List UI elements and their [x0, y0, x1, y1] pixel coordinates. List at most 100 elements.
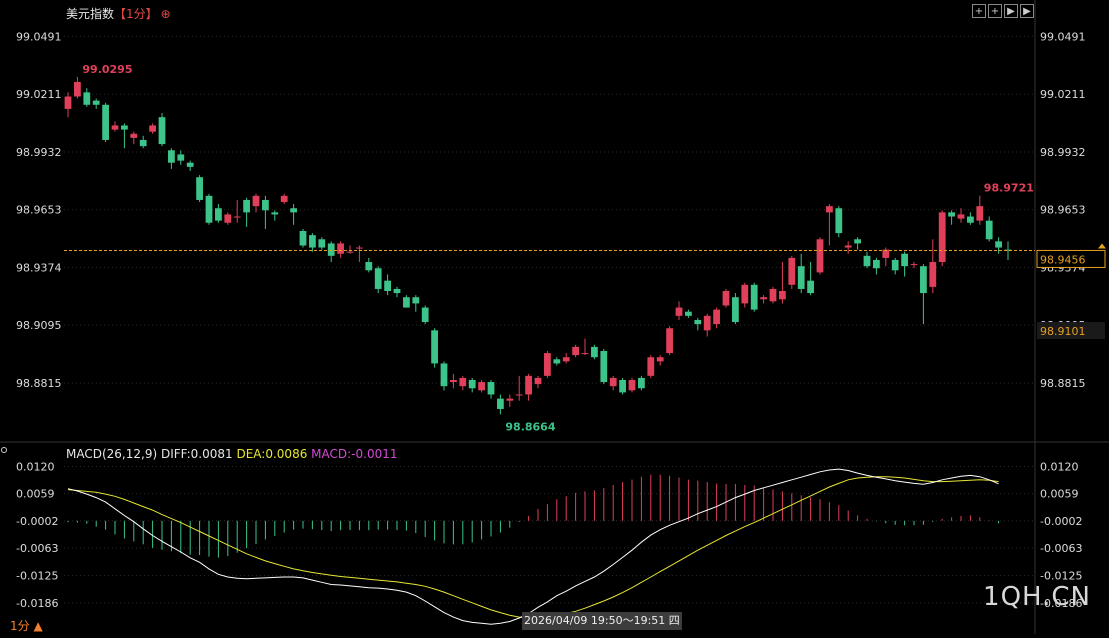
candle-body — [177, 154, 185, 161]
candle-body — [487, 382, 495, 395]
candle-body — [544, 353, 551, 376]
candle-body — [252, 195, 260, 207]
macd-title: MACD(26,12,9) — [66, 447, 158, 461]
candle-body — [111, 125, 119, 130]
price-tick-right-3: 98.9653 — [1040, 204, 1086, 217]
settings-dot-icon[interactable] — [1, 447, 7, 453]
candle-body — [440, 363, 448, 387]
candle-body — [1004, 249, 1012, 251]
candle-body — [863, 255, 871, 267]
macd-tick-right-3: -0.0063 — [1040, 542, 1082, 555]
candle-body — [891, 259, 899, 271]
next-tool-icon[interactable]: ▶ — [1020, 4, 1034, 18]
candle-body — [628, 379, 636, 391]
candle-body — [233, 216, 241, 218]
zoom-tool-icon[interactable]: + — [988, 4, 1002, 18]
candle-body — [515, 394, 523, 396]
watermark: 1QH.CN — [983, 582, 1091, 612]
price-tick-right-6: 98.8815 — [1040, 377, 1086, 390]
toolbar: + + ▶ ▶ — [972, 4, 1034, 18]
play-tool-icon[interactable]: ▶ — [1004, 4, 1018, 18]
candle-body — [393, 288, 401, 294]
candle-body — [168, 150, 175, 163]
price-tick-left-4: 98.9374 — [16, 261, 62, 274]
instrument-title: 美元指数 — [66, 7, 115, 21]
candle-body — [196, 177, 203, 200]
candle-body — [450, 379, 457, 383]
price-tick-right-0: 99.0491 — [1040, 30, 1086, 43]
candle-body — [703, 315, 711, 331]
chart-header: 美元指数【1分】 ⊕ — [66, 5, 171, 22]
high-label: 99.0295 — [82, 63, 132, 76]
candle-body — [478, 382, 485, 391]
candle-body — [412, 297, 420, 304]
candle-body — [262, 199, 269, 211]
candle-body — [309, 235, 316, 248]
candle-body — [957, 214, 965, 219]
candle-body — [205, 195, 213, 223]
date-range-box: 2026/04/09 19:50～19:51 四 — [522, 612, 682, 630]
candle-body — [299, 231, 307, 246]
period-label[interactable]: 【1分】 — [114, 7, 158, 21]
candle-body — [506, 398, 514, 401]
crosshair-tool-icon[interactable]: + — [972, 4, 986, 18]
macd-tick-left-1: 0.0059 — [16, 488, 55, 501]
candle-body — [327, 243, 335, 256]
last-price-box — [1036, 249, 1106, 268]
price-tick-right-1: 99.0211 — [1040, 88, 1086, 101]
candle-body — [760, 297, 767, 300]
add-circle-icon[interactable]: ⊕ — [160, 7, 171, 21]
macd-header: MACD(26,12,9) DIFF:0.0081 DEA:0.0086 MAC… — [66, 447, 398, 461]
candle-body — [938, 212, 946, 263]
candle-body — [807, 280, 814, 294]
price-tick-left-5: 98.9095 — [16, 319, 62, 332]
candle-body — [619, 379, 626, 393]
candle-body — [243, 199, 250, 213]
candle-body — [985, 220, 993, 240]
candle-body — [92, 100, 100, 105]
macd-tick-left-5: -0.0186 — [16, 597, 58, 610]
candle-body — [421, 307, 429, 323]
candle-body — [130, 133, 138, 138]
candle-body — [788, 257, 796, 285]
candle-body — [722, 291, 730, 306]
candle-body — [553, 359, 561, 364]
macd-tick-right-4: -0.0125 — [1040, 570, 1082, 583]
candle-body — [600, 351, 608, 383]
candle-body — [638, 377, 645, 389]
candle-body — [882, 249, 890, 258]
candle-body — [779, 291, 786, 300]
candle-body — [346, 251, 354, 253]
candle-body — [459, 377, 467, 387]
candle-body — [290, 208, 297, 213]
candle-body — [365, 262, 373, 271]
low-label: 98.8664 — [505, 420, 555, 433]
candle-body — [797, 266, 805, 289]
candle-body — [732, 297, 739, 323]
candle-body — [149, 125, 156, 132]
candle-body — [318, 239, 326, 248]
candle-body — [581, 353, 589, 355]
price-tick-left-6: 98.8815 — [16, 377, 62, 390]
candle-body — [215, 208, 222, 221]
candle-body — [431, 330, 438, 364]
period-button[interactable]: 1分 ▲ — [10, 619, 43, 633]
candle-body — [384, 280, 391, 292]
candle-body — [186, 162, 194, 167]
candle-body — [741, 284, 749, 304]
candle-body — [835, 208, 843, 234]
price-tick-left-1: 99.0211 — [16, 88, 62, 101]
macd-tick-left-2: -0.0002 — [16, 515, 58, 528]
candle-body — [967, 216, 974, 223]
last-price-arrow-icon — [1098, 243, 1106, 249]
candle-body — [403, 297, 410, 308]
candle-body — [694, 319, 702, 325]
candle-body — [685, 311, 692, 316]
secondary-price-value: 98.9101 — [1040, 325, 1086, 338]
candle-body — [647, 357, 655, 376]
candle-body — [591, 346, 598, 358]
candle-body — [121, 125, 128, 130]
candle-body — [374, 268, 382, 289]
candle-body — [976, 206, 984, 221]
